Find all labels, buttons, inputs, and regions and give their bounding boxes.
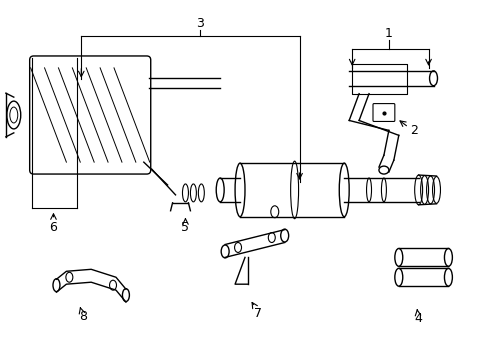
Text: 6: 6 — [49, 221, 57, 234]
Text: 3: 3 — [196, 17, 204, 30]
Text: 1: 1 — [384, 27, 392, 40]
Text: 7: 7 — [253, 307, 262, 320]
Text: 8: 8 — [79, 310, 87, 323]
Text: 5: 5 — [181, 221, 189, 234]
Text: 2: 2 — [409, 124, 417, 137]
Text: 4: 4 — [414, 312, 422, 325]
